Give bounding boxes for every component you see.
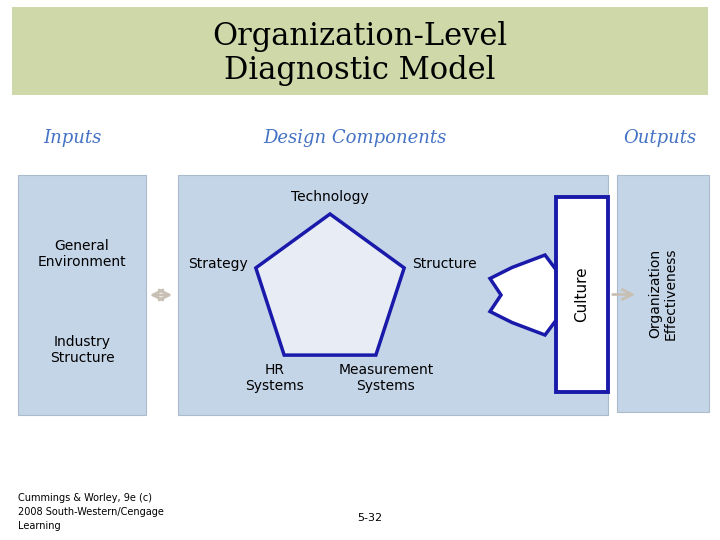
FancyBboxPatch shape: [12, 7, 708, 95]
Text: Outputs: Outputs: [624, 129, 697, 147]
Text: Technology: Technology: [291, 190, 369, 204]
Text: HR
Systems: HR Systems: [245, 363, 304, 393]
Text: Organization-Level: Organization-Level: [212, 22, 508, 52]
Text: Culture: Culture: [575, 267, 590, 322]
FancyBboxPatch shape: [178, 175, 608, 415]
Text: 5-32: 5-32: [357, 513, 382, 523]
Text: Design Components: Design Components: [264, 129, 446, 147]
Text: Cummings & Worley, 9e (c)
2008 South-Western/Cengage
Learning: Cummings & Worley, 9e (c) 2008 South-Wes…: [18, 493, 164, 531]
Polygon shape: [256, 214, 404, 355]
FancyBboxPatch shape: [617, 175, 709, 412]
Text: Strategy: Strategy: [188, 257, 248, 271]
Text: Measurement
Systems: Measurement Systems: [338, 363, 433, 393]
Text: Industry
Structure: Industry Structure: [50, 335, 114, 365]
Text: Structure: Structure: [412, 257, 477, 271]
FancyBboxPatch shape: [556, 197, 608, 392]
Polygon shape: [490, 255, 575, 335]
Text: Diagnostic Model: Diagnostic Model: [225, 56, 495, 86]
Text: Organization
Effectiveness: Organization Effectiveness: [648, 247, 678, 340]
Text: General
Environment: General Environment: [37, 239, 126, 269]
Text: Inputs: Inputs: [42, 129, 102, 147]
FancyBboxPatch shape: [18, 175, 146, 415]
